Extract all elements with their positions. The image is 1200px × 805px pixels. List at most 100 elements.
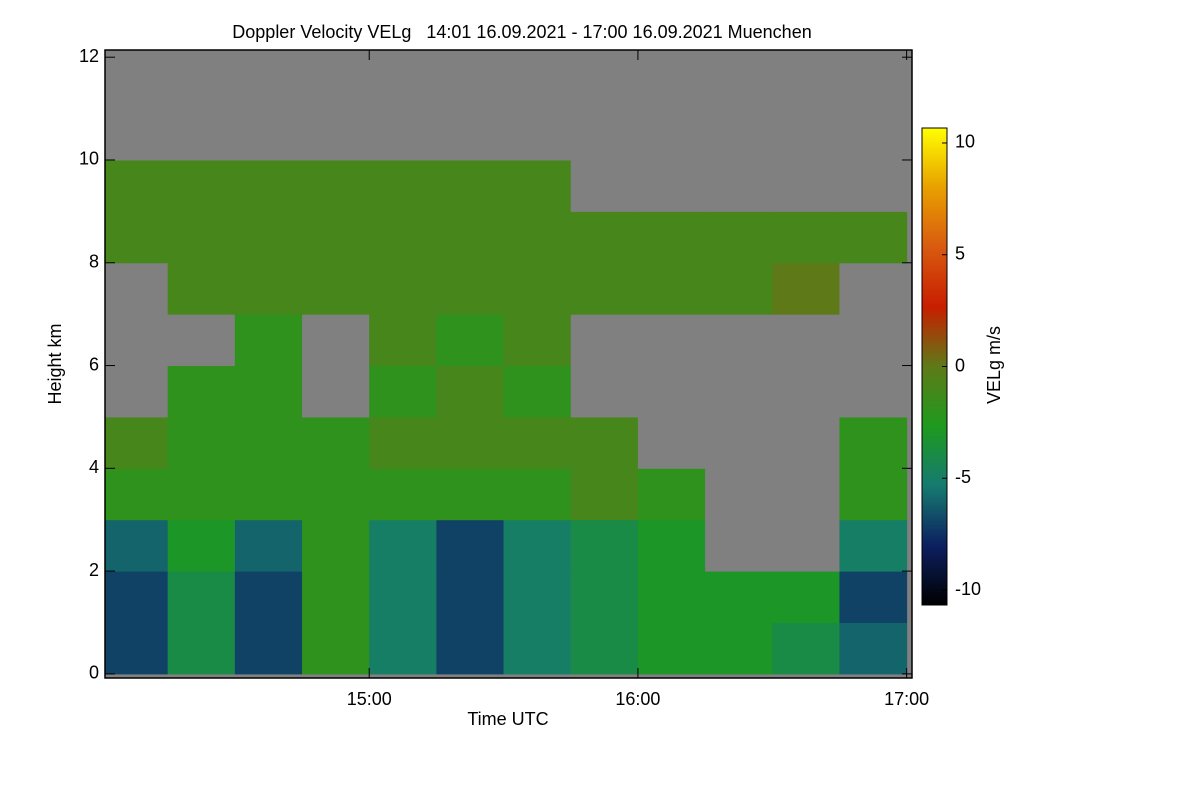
heat-cell xyxy=(839,416,908,469)
y-tick-label: 2 xyxy=(89,560,99,580)
heat-cell xyxy=(167,365,236,418)
heat-cell xyxy=(570,262,639,315)
heat-cell xyxy=(705,314,773,367)
heat-cell xyxy=(637,108,706,161)
heat-cell xyxy=(234,519,303,572)
y-tick-label: 8 xyxy=(89,252,99,272)
colorbar-tick-label: 10 xyxy=(955,132,975,152)
heat-cell xyxy=(705,622,773,675)
heat-cell xyxy=(839,108,908,161)
x-tick-label: 17:00 xyxy=(884,689,929,709)
heat-cell xyxy=(302,622,370,675)
heat-cell xyxy=(705,571,773,623)
heat-cell xyxy=(302,519,370,572)
heat-cell xyxy=(503,159,572,212)
heat-cell xyxy=(705,519,773,572)
heat-cell xyxy=(637,314,706,367)
heat-cell xyxy=(637,519,706,572)
heat-cell xyxy=(105,365,169,418)
heat-cell xyxy=(105,519,169,572)
heat-cell xyxy=(637,262,706,315)
heat-cell xyxy=(436,108,505,161)
heat-cell xyxy=(503,314,572,367)
heat-cell xyxy=(369,571,437,623)
heat-cell xyxy=(503,571,572,623)
heat-cell xyxy=(167,159,236,212)
heat-cell xyxy=(436,314,505,367)
heat-cell xyxy=(302,211,370,264)
heat-cell xyxy=(167,622,236,675)
heat-cell xyxy=(105,57,169,110)
heat-cell xyxy=(436,211,505,264)
heat-cell xyxy=(369,622,437,675)
heat-cell xyxy=(436,571,505,623)
colorbar-tick-label: 0 xyxy=(955,355,965,375)
heat-cell xyxy=(772,108,840,161)
heat-cell xyxy=(105,416,169,469)
x-tick-label: 15:00 xyxy=(347,689,392,709)
heat-cell xyxy=(839,468,908,521)
heat-cell xyxy=(503,519,572,572)
heat-cell xyxy=(705,108,773,161)
heat-cell xyxy=(369,159,437,212)
heat-cell xyxy=(234,159,303,212)
heat-cell xyxy=(167,211,236,264)
heat-cell xyxy=(302,468,370,521)
heat-cell xyxy=(302,159,370,212)
heat-cell xyxy=(302,365,370,418)
heat-cell xyxy=(302,57,370,110)
heat-cell xyxy=(503,262,572,315)
heat-cell xyxy=(772,314,840,367)
heat-cell xyxy=(167,108,236,161)
heat-cell xyxy=(234,211,303,264)
colorbar-label: VELg m/s xyxy=(984,326,1004,404)
heat-cell xyxy=(167,416,236,469)
heat-cell xyxy=(167,519,236,572)
x-axis-label: Time UTC xyxy=(467,709,548,729)
heat-cell xyxy=(839,159,908,212)
heat-cell xyxy=(570,571,639,623)
heat-cell xyxy=(637,159,706,212)
heat-cell xyxy=(234,622,303,675)
heat-cell xyxy=(637,57,706,110)
heat-cell xyxy=(234,365,303,418)
heat-cell xyxy=(369,519,437,572)
heat-cell xyxy=(772,571,840,623)
heat-cell xyxy=(705,416,773,469)
heat-cell xyxy=(369,108,437,161)
colorbar-tick-label: -10 xyxy=(955,579,981,599)
y-axis-label: Height km xyxy=(45,323,65,404)
heat-cell xyxy=(105,314,169,367)
heat-cell xyxy=(705,211,773,264)
heat-cell xyxy=(503,468,572,521)
heat-cell xyxy=(436,622,505,675)
heat-cell xyxy=(436,468,505,521)
heat-cell xyxy=(167,262,236,315)
heat-cell xyxy=(637,468,706,521)
heat-cell xyxy=(302,314,370,367)
heat-cell xyxy=(839,211,908,264)
heat-cell xyxy=(503,211,572,264)
colorbar-tick-label: -5 xyxy=(955,467,971,487)
y-tick-label: 10 xyxy=(79,149,99,169)
heat-cell xyxy=(772,262,840,315)
y-tick-label: 6 xyxy=(89,354,99,374)
heat-cell xyxy=(105,211,169,264)
heat-cell xyxy=(167,57,236,110)
heat-cell xyxy=(436,416,505,469)
heat-cell xyxy=(105,571,169,623)
x-tick-label: 16:00 xyxy=(615,689,660,709)
heat-cell xyxy=(705,159,773,212)
colorbar-tick-label: 5 xyxy=(955,243,965,263)
heat-cell xyxy=(570,468,639,521)
heat-cell xyxy=(234,57,303,110)
heat-cell xyxy=(772,365,840,418)
heat-cell xyxy=(105,159,169,212)
heat-cell xyxy=(302,108,370,161)
plot-frame xyxy=(104,49,913,679)
heat-cell xyxy=(105,468,169,521)
heat-cell xyxy=(839,57,908,110)
heat-cell xyxy=(436,159,505,212)
heat-cell xyxy=(570,519,639,572)
